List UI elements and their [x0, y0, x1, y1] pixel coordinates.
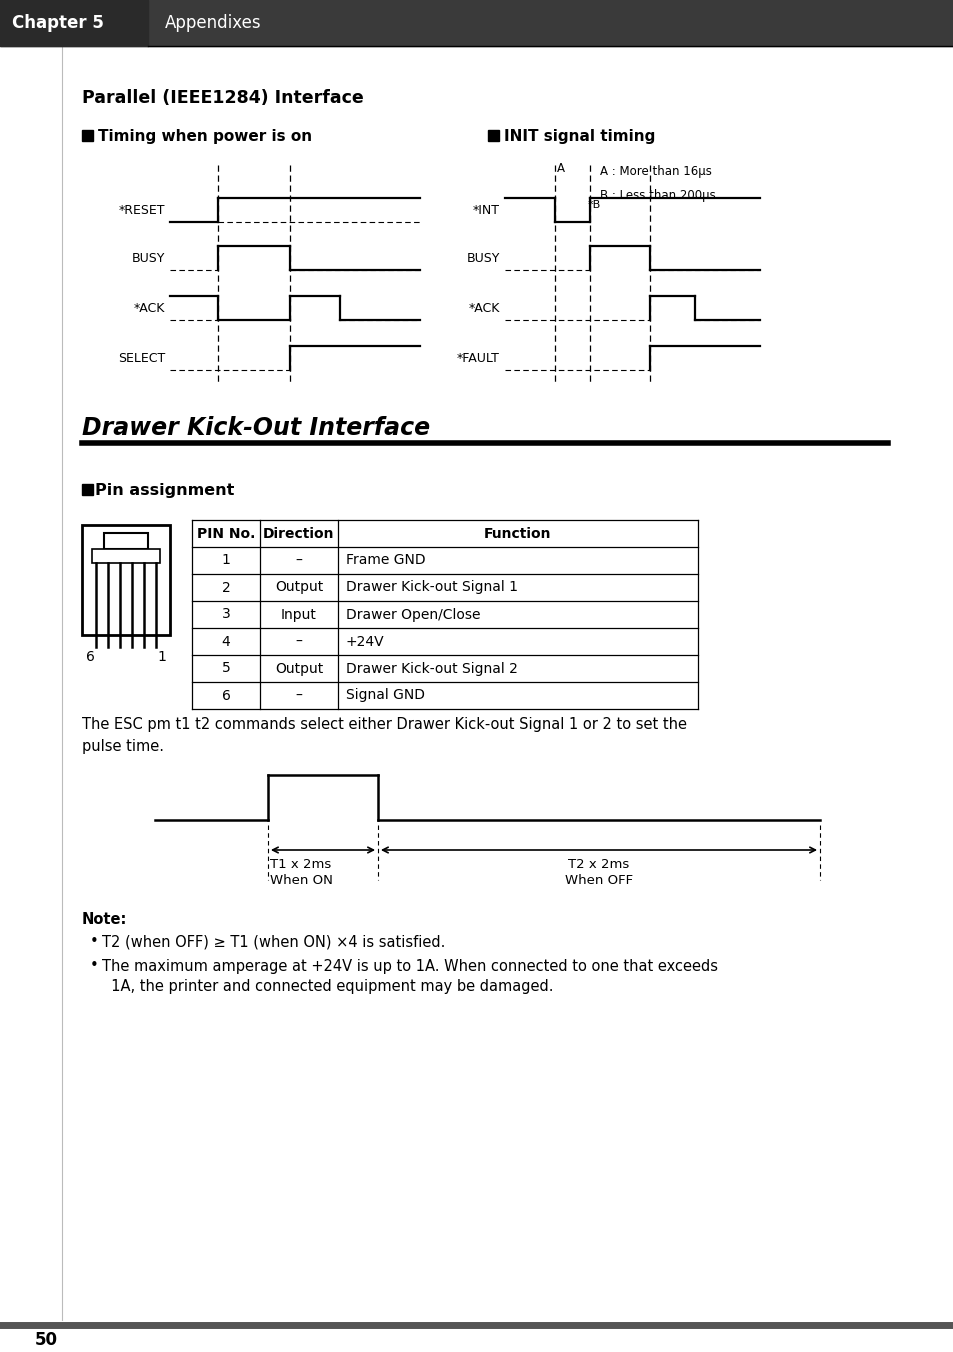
- Text: Chapter 5: Chapter 5: [12, 14, 104, 32]
- Bar: [82, 130, 92, 141]
- Text: 1: 1: [221, 553, 231, 568]
- Bar: [0, 0, 148, 46]
- Text: *RESET: *RESET: [118, 204, 165, 216]
- Text: INIT signal timing: INIT signal timing: [503, 128, 655, 143]
- Text: *ACK: *ACK: [133, 301, 165, 315]
- Text: 50: 50: [35, 1330, 58, 1349]
- Text: A : More than 16μs: A : More than 16μs: [599, 165, 711, 178]
- Text: When OFF: When OFF: [564, 873, 633, 887]
- Text: 5: 5: [221, 661, 230, 676]
- Text: –: –: [295, 553, 302, 568]
- Text: pulse time.: pulse time.: [82, 740, 164, 754]
- Text: *INT: *INT: [473, 204, 499, 216]
- Text: PIN No.: PIN No.: [196, 526, 254, 541]
- Text: 1: 1: [157, 650, 166, 664]
- Bar: [488, 130, 498, 141]
- Text: T2 x 2ms: T2 x 2ms: [568, 859, 629, 872]
- Text: Timing when power is on: Timing when power is on: [98, 128, 312, 143]
- Bar: [91, 549, 160, 562]
- Text: Output: Output: [274, 661, 323, 676]
- Text: The maximum amperage at +24V is up to 1A. When connected to one that exceeds: The maximum amperage at +24V is up to 1A…: [102, 959, 718, 973]
- Text: –: –: [295, 688, 302, 703]
- Text: 2: 2: [221, 580, 230, 595]
- Bar: [82, 484, 92, 495]
- Text: 6: 6: [221, 688, 231, 703]
- Text: Input: Input: [281, 607, 316, 622]
- Text: Drawer Open/Close: Drawer Open/Close: [346, 607, 480, 622]
- Text: BUSY: BUSY: [132, 251, 165, 265]
- Bar: [0, 0, 953, 46]
- Text: Drawer Kick-Out Interface: Drawer Kick-Out Interface: [82, 416, 430, 439]
- Text: When ON: When ON: [270, 873, 333, 887]
- Text: Pin assignment: Pin assignment: [95, 483, 234, 498]
- Text: 3: 3: [221, 607, 230, 622]
- Text: Frame GND: Frame GND: [346, 553, 425, 568]
- Text: A: A: [557, 161, 564, 174]
- Text: *FAULT: *FAULT: [456, 352, 499, 365]
- Text: Note:: Note:: [82, 913, 128, 927]
- Text: T1 x 2ms: T1 x 2ms: [270, 859, 331, 872]
- Text: •: •: [90, 934, 99, 949]
- Bar: [82, 525, 170, 635]
- Text: B : Less than 200μs: B : Less than 200μs: [599, 189, 715, 203]
- Text: BUSY: BUSY: [466, 251, 499, 265]
- Text: Signal GND: Signal GND: [346, 688, 424, 703]
- Text: •: •: [90, 959, 99, 973]
- Text: Function: Function: [484, 526, 551, 541]
- Text: Appendixes: Appendixes: [165, 14, 261, 32]
- Text: Drawer Kick-out Signal 2: Drawer Kick-out Signal 2: [346, 661, 517, 676]
- Text: Output: Output: [274, 580, 323, 595]
- Text: *B: *B: [587, 200, 600, 210]
- Bar: [104, 533, 148, 549]
- Text: +24V: +24V: [346, 634, 384, 649]
- Text: 1A, the printer and connected equipment may be damaged.: 1A, the printer and connected equipment …: [102, 979, 553, 994]
- Text: Direction: Direction: [263, 526, 335, 541]
- Text: *ACK: *ACK: [468, 301, 499, 315]
- Text: Drawer Kick-out Signal 1: Drawer Kick-out Signal 1: [346, 580, 517, 595]
- Text: 4: 4: [221, 634, 230, 649]
- Text: T2 (when OFF) ≥ T1 (when ON) ×4 is satisfied.: T2 (when OFF) ≥ T1 (when ON) ×4 is satis…: [102, 934, 445, 949]
- Text: –: –: [295, 634, 302, 649]
- Text: 6: 6: [86, 650, 94, 664]
- Text: Parallel (IEEE1284) Interface: Parallel (IEEE1284) Interface: [82, 89, 363, 107]
- Text: The ESC pm t1 t2 commands select either Drawer Kick-out Signal 1 or 2 to set the: The ESC pm t1 t2 commands select either …: [82, 718, 686, 733]
- Text: SELECT: SELECT: [117, 352, 165, 365]
